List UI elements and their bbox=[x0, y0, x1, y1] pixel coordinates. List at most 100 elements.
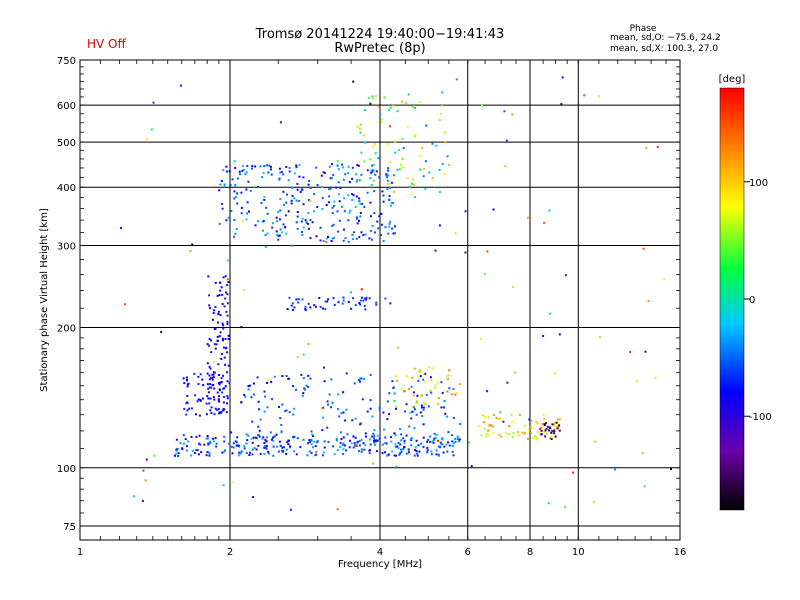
data-point bbox=[498, 433, 501, 436]
x-tick-label: 8 bbox=[527, 547, 533, 558]
data-point bbox=[382, 411, 385, 414]
data-point bbox=[219, 289, 222, 292]
data-point bbox=[231, 452, 234, 455]
data-point bbox=[547, 502, 550, 505]
data-point bbox=[275, 216, 278, 219]
data-point bbox=[358, 444, 361, 447]
data-point bbox=[388, 392, 391, 395]
data-point bbox=[227, 364, 230, 367]
data-point bbox=[226, 278, 229, 281]
data-point bbox=[647, 300, 650, 303]
data-point bbox=[503, 110, 506, 113]
data-point bbox=[327, 201, 330, 204]
data-point bbox=[244, 395, 247, 398]
data-point bbox=[323, 380, 326, 383]
data-point bbox=[206, 437, 209, 440]
data-point bbox=[185, 402, 188, 405]
data-point bbox=[295, 164, 298, 167]
data-point bbox=[291, 194, 294, 197]
data-point bbox=[305, 384, 308, 387]
data-point bbox=[395, 445, 398, 448]
data-point bbox=[424, 187, 427, 190]
data-point bbox=[411, 376, 414, 379]
data-point bbox=[263, 198, 266, 201]
data-point bbox=[545, 427, 548, 430]
data-point bbox=[268, 164, 271, 167]
data-point bbox=[356, 222, 359, 225]
data-point bbox=[369, 201, 372, 204]
data-point bbox=[400, 388, 403, 391]
data-point bbox=[185, 376, 188, 379]
data-point bbox=[212, 376, 215, 379]
data-point bbox=[446, 390, 449, 393]
data-point bbox=[437, 402, 439, 405]
data-point bbox=[382, 194, 385, 197]
data-point bbox=[549, 312, 551, 315]
data-point bbox=[342, 411, 345, 414]
data-point bbox=[435, 453, 438, 456]
y-tick-label: 400 bbox=[57, 183, 76, 194]
data-point bbox=[430, 453, 433, 456]
data-point bbox=[437, 397, 440, 399]
data-point bbox=[613, 468, 616, 471]
data-point bbox=[219, 281, 222, 284]
data-point bbox=[285, 232, 288, 235]
data-point bbox=[447, 431, 450, 434]
data-point bbox=[352, 238, 354, 241]
data-point bbox=[235, 228, 238, 230]
data-point bbox=[248, 454, 251, 456]
x-tick-label: 16 bbox=[674, 547, 687, 558]
data-point bbox=[217, 398, 220, 401]
data-point bbox=[265, 445, 268, 447]
data-point bbox=[273, 435, 276, 438]
data-point bbox=[245, 442, 248, 445]
data-point bbox=[380, 213, 383, 215]
data-point bbox=[208, 294, 211, 297]
colorbar-tick-label: 0 bbox=[749, 295, 755, 306]
data-point bbox=[422, 436, 425, 439]
data-point bbox=[226, 371, 229, 374]
data-point bbox=[382, 443, 384, 446]
data-point bbox=[223, 450, 226, 453]
data-point bbox=[247, 434, 250, 437]
data-point bbox=[355, 173, 358, 176]
data-point bbox=[256, 185, 259, 188]
data-point bbox=[451, 444, 454, 447]
data-point bbox=[222, 327, 225, 330]
y-tick-label: 75 bbox=[63, 522, 76, 533]
data-point bbox=[553, 432, 555, 435]
data-point bbox=[415, 401, 418, 404]
data-point bbox=[201, 397, 204, 400]
data-point bbox=[304, 309, 307, 311]
data-point bbox=[508, 433, 511, 435]
data-point bbox=[418, 371, 421, 373]
data-point bbox=[313, 440, 316, 443]
data-point bbox=[364, 308, 367, 311]
x-tick-label: 10 bbox=[572, 547, 585, 558]
data-point bbox=[364, 297, 367, 300]
data-point bbox=[572, 471, 575, 474]
data-point bbox=[145, 458, 148, 461]
data-point bbox=[222, 339, 224, 342]
data-point bbox=[218, 388, 221, 391]
data-point bbox=[220, 286, 223, 289]
data-point bbox=[313, 304, 316, 307]
data-point bbox=[365, 296, 368, 299]
data-point bbox=[233, 190, 236, 193]
data-point bbox=[376, 450, 379, 453]
data-point bbox=[295, 298, 298, 301]
data-point bbox=[370, 183, 373, 186]
data-point bbox=[376, 220, 379, 223]
data-point bbox=[248, 384, 251, 387]
data-point bbox=[225, 411, 228, 414]
data-point bbox=[407, 448, 410, 451]
data-point bbox=[280, 424, 283, 426]
data-point bbox=[324, 308, 327, 311]
data-point bbox=[528, 418, 531, 421]
data-point bbox=[412, 391, 415, 394]
x-tick-label: 1 bbox=[77, 547, 83, 558]
data-point bbox=[377, 106, 380, 109]
data-point bbox=[332, 297, 335, 300]
data-point bbox=[257, 425, 260, 428]
data-point bbox=[203, 443, 206, 446]
